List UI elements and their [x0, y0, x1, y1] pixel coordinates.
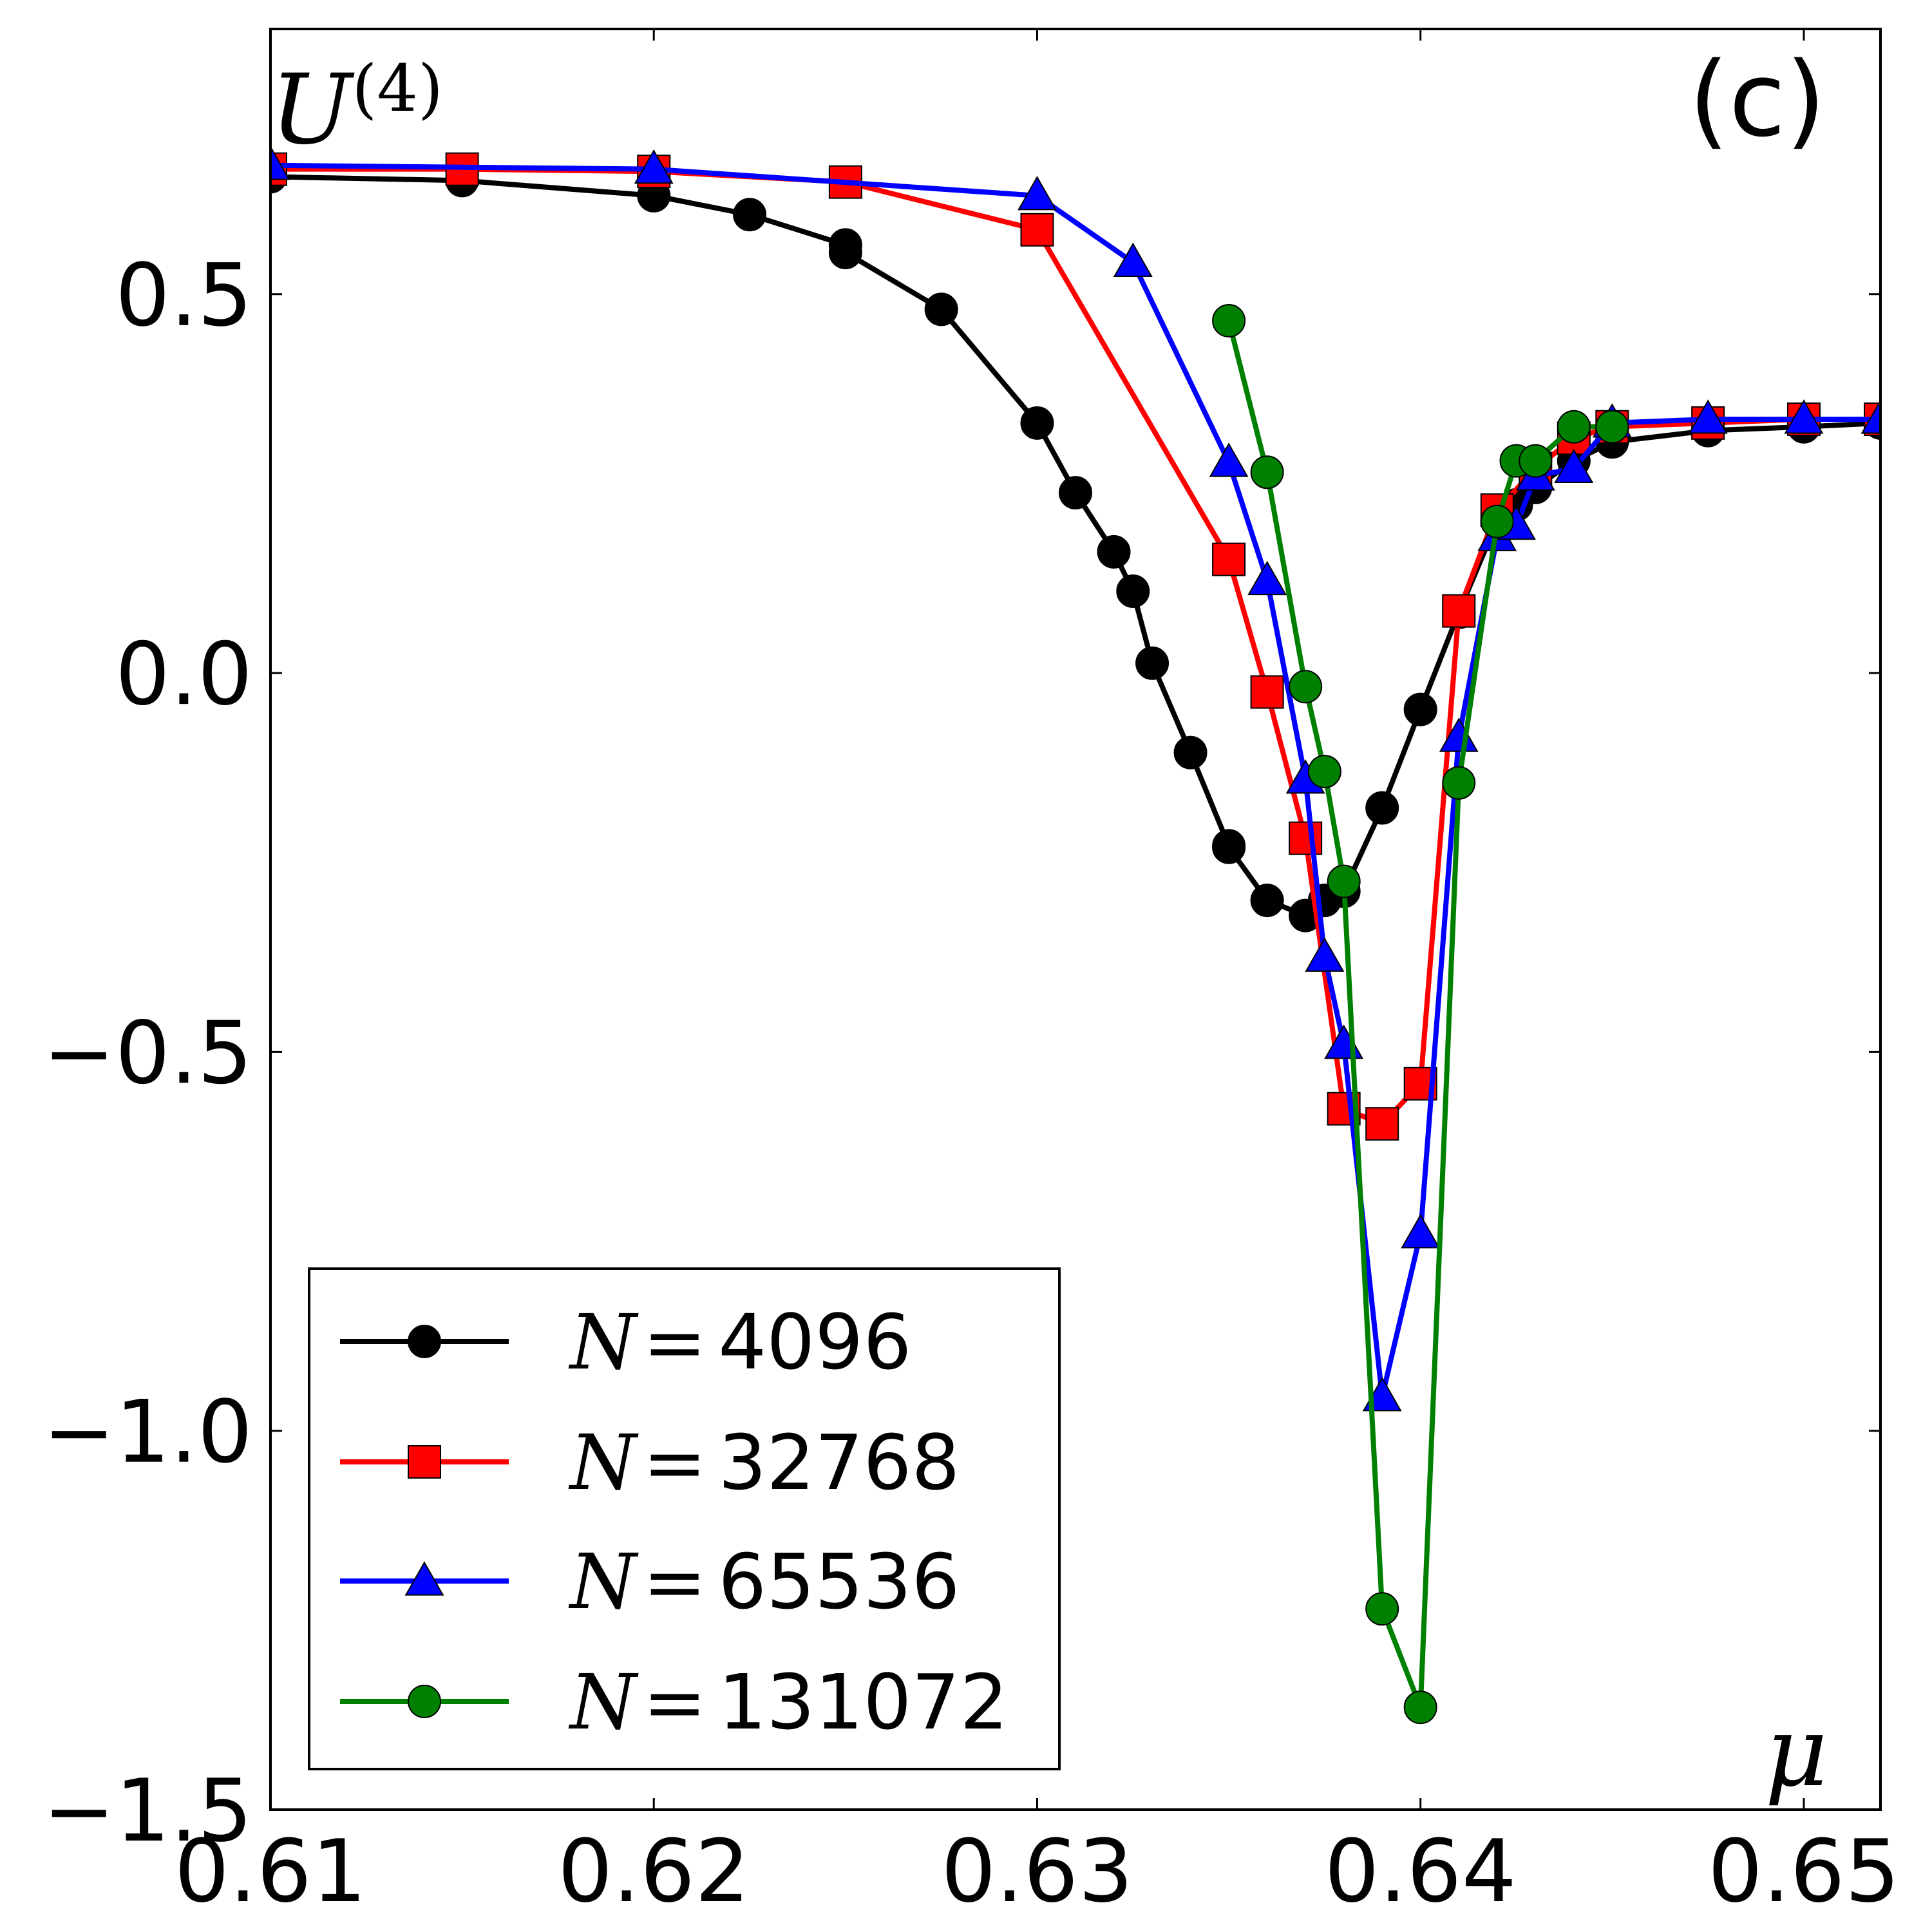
data-point	[1212, 830, 1246, 864]
data-point	[1097, 535, 1131, 569]
data-point	[1861, 399, 1880, 434]
legend-var: N	[568, 1537, 639, 1626]
data-point	[1327, 864, 1361, 898]
data-point	[1250, 884, 1284, 918]
x-tick-label: 0.65	[1708, 1821, 1900, 1922]
data-point	[408, 1445, 441, 1479]
panel-label: (c)	[1689, 39, 1826, 160]
legend-value: 131072	[718, 1658, 1008, 1747]
x-tick-labels: 0.61 0.62 0.63 0.64 0.65	[175, 1821, 1900, 1922]
data-point	[1135, 646, 1170, 680]
y-tick-label: −1.0	[43, 1382, 252, 1482]
legend-label: N= 4096	[568, 1298, 911, 1387]
data-point	[270, 146, 290, 180]
legend-eq: =	[643, 1298, 706, 1387]
legend-entry: N= 4096	[340, 1298, 911, 1387]
data-point	[1365, 1592, 1399, 1626]
data-point	[1557, 410, 1591, 444]
data-point	[1442, 594, 1476, 628]
legend-label: N= 65536	[568, 1537, 960, 1626]
data-point	[1784, 399, 1824, 434]
data-point	[404, 1561, 444, 1596]
x-axis-label: μ	[1765, 1696, 1828, 1808]
data-point	[408, 1685, 441, 1718]
data-point	[1289, 821, 1323, 855]
data-point	[1519, 444, 1553, 478]
x-tick-label: 0.61	[175, 1821, 366, 1922]
data-point	[1403, 1690, 1437, 1725]
y-axis-label-superscript: (4)	[352, 51, 443, 126]
legend-eq: =	[643, 1418, 706, 1507]
data-point	[1365, 791, 1399, 825]
data-point	[1018, 176, 1057, 211]
data-point	[1020, 406, 1054, 440]
data-point	[1059, 476, 1092, 510]
data-point	[1688, 399, 1728, 434]
data-point	[1247, 560, 1287, 596]
data-point	[1212, 542, 1246, 576]
data-point	[1442, 766, 1476, 800]
data-point	[1305, 937, 1345, 972]
data-point	[1209, 442, 1249, 477]
data-point	[1212, 303, 1246, 337]
data-point	[1020, 213, 1054, 247]
legend-eq: =	[643, 1658, 706, 1747]
data-point	[1595, 410, 1629, 444]
legend-value: 65536	[718, 1537, 960, 1626]
series-layer	[270, 146, 1880, 1725]
y-axis-label: U(4)	[270, 51, 443, 166]
legend-label: N= 131072	[568, 1658, 1009, 1747]
data-point	[1403, 692, 1437, 726]
y-tick-label: −1.5	[43, 1761, 252, 1861]
legend-entry: N= 65536	[340, 1537, 960, 1626]
data-point	[1289, 670, 1323, 704]
legend-var: N	[568, 1418, 639, 1507]
legend-eq: =	[643, 1537, 706, 1626]
legend-var: N	[568, 1658, 639, 1747]
y-tick-labels: −1.5 −1.0 −0.5 0.0 0.5	[43, 245, 252, 1861]
series-131072	[1212, 303, 1629, 1725]
data-point	[1401, 1214, 1441, 1249]
legend-label: N= 32768	[568, 1418, 960, 1507]
data-point	[1554, 448, 1594, 483]
x-tick-label: 0.64	[1325, 1821, 1517, 1922]
data-point	[1307, 755, 1341, 789]
data-point	[1116, 574, 1150, 609]
plot-frame	[269, 28, 1882, 1811]
legend-entry: N= 131072	[340, 1658, 1009, 1747]
y-tick-label: 0.5	[115, 245, 252, 346]
data-point	[1250, 455, 1284, 489]
data-point	[733, 198, 767, 232]
data-point	[1113, 242, 1153, 277]
data-point	[1250, 675, 1284, 709]
y-tick-label: 0.0	[115, 624, 252, 724]
data-point	[828, 236, 862, 270]
data-point	[924, 292, 958, 327]
data-point	[1480, 504, 1514, 538]
x-tick-label: 0.63	[941, 1821, 1133, 1922]
y-tick-label: −0.5	[43, 1003, 252, 1103]
legend-var: N	[568, 1298, 639, 1387]
x-tick-label: 0.62	[558, 1821, 750, 1922]
data-point	[1365, 1107, 1399, 1141]
data-point	[634, 149, 674, 184]
legend-value: 32768	[718, 1418, 960, 1507]
legend-entry: N= 32768	[340, 1418, 960, 1507]
data-point	[408, 1325, 441, 1358]
y-axis-label-main: U	[270, 54, 355, 166]
data-point	[1173, 735, 1208, 770]
legend-value: 4096	[718, 1298, 911, 1387]
